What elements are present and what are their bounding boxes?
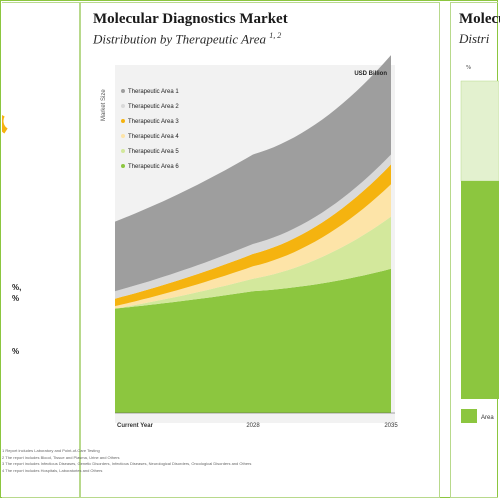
footnote-1: 1 Report includes Laboratory and Point-o… bbox=[2, 448, 100, 453]
left-pct-2: % bbox=[12, 294, 19, 303]
area-therapeutic-area-2 bbox=[115, 154, 391, 299]
area-therapeutic-area-3 bbox=[115, 164, 391, 307]
partial-ring-icon bbox=[2, 115, 8, 134]
footnote-4: 4 The report includes Hospitals, Laborat… bbox=[2, 467, 103, 473]
legend-label: Therapeutic Area 4 bbox=[128, 134, 179, 140]
right-panel: Molecul Distri Area % bbox=[450, 2, 500, 498]
legend-marker bbox=[121, 149, 125, 153]
right-chart-title: Molecul bbox=[459, 11, 500, 27]
right-chart-subtitle: Distri bbox=[459, 31, 490, 46]
area-therapeutic-area-1 bbox=[115, 55, 391, 292]
legend-label: Therapeutic Area 2 bbox=[128, 104, 179, 110]
area-therapeutic-area-6 bbox=[115, 268, 391, 413]
legend-marker bbox=[121, 119, 125, 123]
area-therapeutic-area-4 bbox=[115, 184, 391, 309]
footnote-3: 3 The report includes Infectious Disease… bbox=[2, 461, 252, 466]
main-chart-panel: Molecular Diagnostics Market Distributio… bbox=[80, 2, 440, 498]
area-therapeutic-area-5 bbox=[115, 216, 391, 309]
legend-marker bbox=[121, 134, 125, 138]
x-tick-label: 2028 bbox=[246, 423, 260, 429]
legend-marker bbox=[121, 164, 125, 168]
x-tick-label: Current Year bbox=[117, 423, 154, 429]
legend-marker bbox=[121, 89, 125, 93]
subtitle-footnote-ref: 1, 2 bbox=[269, 31, 282, 40]
left-pct-1: %, bbox=[12, 283, 21, 292]
left-panel-graphics: %, % % bbox=[2, 115, 21, 356]
legend-label: Therapeutic Area 3 bbox=[128, 119, 179, 125]
chart-subtitle: Distribution by Therapeutic Area 1, 2 bbox=[93, 31, 282, 47]
footnotes: 1 Report includes Laboratory and Point-o… bbox=[2, 448, 442, 474]
units-label: USD Billion bbox=[354, 71, 387, 77]
right-legend-label: Area bbox=[481, 415, 494, 421]
right-bar-top bbox=[460, 80, 499, 182]
right-axis-label: % bbox=[466, 65, 471, 71]
left-pct-3: % bbox=[12, 347, 19, 356]
left-panel: %, % % bbox=[2, 2, 80, 498]
right-legend-swatch bbox=[461, 409, 477, 423]
legend-label: Therapeutic Area 1 bbox=[128, 89, 179, 95]
legend-label: Therapeutic Area 5 bbox=[128, 149, 179, 155]
legend-label: Therapeutic Area 6 bbox=[128, 164, 179, 170]
legend-marker bbox=[121, 104, 125, 108]
area-chart: Market Size USD Billion Therapeutic Area… bbox=[101, 55, 398, 429]
right-bar-bottom bbox=[461, 181, 499, 399]
chart-title: Molecular Diagnostics Market bbox=[93, 11, 288, 27]
x-tick-label: 2035 bbox=[384, 423, 398, 429]
y-axis-label: Market Size bbox=[101, 89, 107, 121]
footnote-2: 2 The report includes Blood, Tissue and … bbox=[2, 454, 120, 460]
right-chart: Area bbox=[460, 80, 499, 423]
